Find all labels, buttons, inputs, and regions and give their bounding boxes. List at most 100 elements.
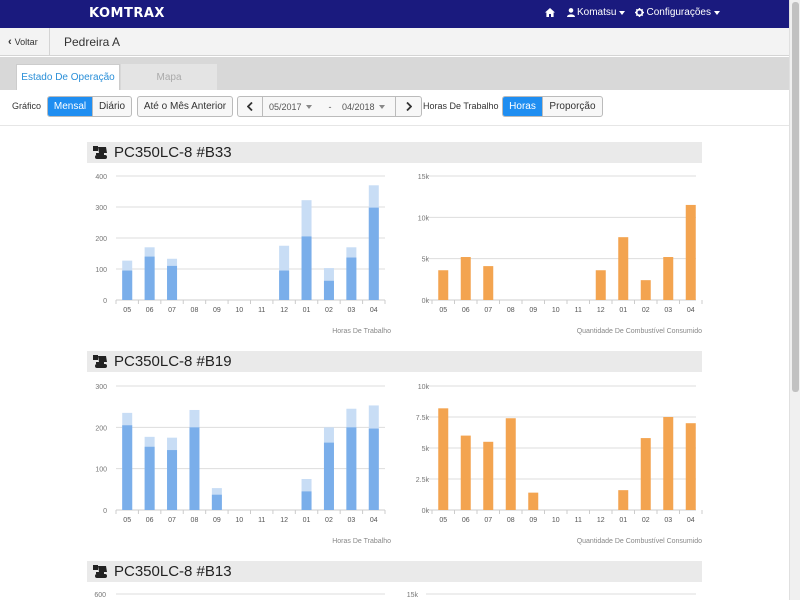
fuel-bar	[663, 417, 674, 510]
fuel-bar	[460, 435, 471, 510]
ate-mes-anterior-button[interactable]: Até o Mês Anterior	[137, 96, 233, 117]
y-tick-label: 600	[94, 592, 106, 599]
horas-button[interactable]: Horas	[503, 97, 543, 116]
y-tick-label: 0k	[422, 298, 430, 305]
x-tick-label: 05	[439, 517, 447, 524]
tab-estado-de-operacao[interactable]: Estado De Operação	[16, 64, 120, 90]
settings-menu[interactable]: Configurações	[635, 7, 720, 18]
hours-bar-operating	[346, 427, 357, 510]
next-month-button[interactable]	[396, 97, 421, 116]
y-tick-label: 400	[95, 174, 107, 181]
fuel-chart-b33: 0k 5k 10k 15k 05 06 07 08 09 10 11 12 01 02 03 04 Quanti…	[418, 174, 703, 335]
hours-bar-operating	[323, 280, 334, 300]
excavator-icon	[93, 355, 107, 368]
y-tick-label: 200	[95, 425, 107, 432]
y-tick-label: 7.5k	[416, 415, 430, 422]
date-from-value: 05/2017	[269, 101, 302, 112]
x-tick-label: 10	[235, 307, 243, 314]
x-axis-label: Horas De Trabalho	[332, 328, 391, 335]
x-tick-label: 09	[213, 517, 221, 524]
chevron-left-icon: ‹	[8, 35, 12, 48]
fuel-bar	[483, 266, 494, 300]
x-axis-label: Quantidade De Combustível Consumido	[577, 538, 702, 545]
hours-chart-b19: 0 100 200 300 05 06 07 08 09 10 11 12 01 02 03 04 Horas …	[95, 384, 391, 545]
komtrax-logo[interactable]: KOMTRAX	[89, 6, 165, 21]
x-tick-label: 05	[123, 307, 131, 314]
x-tick-label: 08	[507, 517, 515, 524]
y-tick-label: 0	[103, 298, 107, 305]
x-tick-label: 01	[619, 307, 627, 314]
chevron-right-icon	[405, 102, 412, 111]
hours-bar-operating	[189, 427, 200, 510]
x-tick-label: 07	[484, 517, 492, 524]
x-tick-label: 11	[575, 307, 582, 314]
machine-title: PC350LC-8 #B13	[114, 563, 232, 580]
hours-bar-operating	[301, 236, 312, 300]
x-tick-label: 10	[552, 307, 560, 314]
x-tick-label: 06	[146, 307, 154, 314]
fuel-bar	[528, 492, 539, 510]
x-tick-label: 02	[642, 307, 650, 314]
fuel-bar	[618, 237, 629, 300]
diario-button[interactable]: Diário	[98, 101, 126, 112]
x-tick-label: 11	[575, 517, 582, 524]
y-tick-label: 10k	[418, 384, 430, 391]
proporcao-button[interactable]: Proporção	[549, 101, 596, 112]
fuel-chart-b13: 15k	[407, 592, 696, 599]
top-navbar: KOMTRAX Komatsu Configurações	[0, 0, 789, 28]
x-tick-label: 06	[462, 307, 470, 314]
machine-title: PC350LC-8 #B33	[114, 144, 232, 161]
fuel-bar	[618, 490, 629, 510]
tab-bar: Estado De Operação Mapa	[0, 57, 789, 90]
back-button[interactable]: ‹ Voltar	[0, 28, 50, 55]
mensal-button[interactable]: Mensal	[48, 97, 93, 116]
x-tick-label: 01	[303, 517, 311, 524]
machine-header: PC350LC-8 #B19	[87, 351, 702, 372]
x-tick-label: 06	[146, 517, 154, 524]
user-label: Komatsu	[577, 7, 617, 18]
x-tick-label: 07	[168, 307, 176, 314]
fuel-bar	[438, 408, 449, 510]
y-tick-label: 200	[95, 236, 107, 243]
x-tick-label: 05	[123, 517, 131, 524]
x-tick-label: 08	[507, 307, 515, 314]
x-tick-label: 12	[280, 307, 288, 314]
x-tick-label: 03	[347, 517, 355, 524]
x-tick-label: 03	[664, 517, 672, 524]
tab-mapa[interactable]: Mapa	[121, 64, 217, 90]
y-tick-label: 15k	[418, 174, 430, 181]
x-tick-label: 01	[303, 307, 311, 314]
x-tick-label: 07	[168, 517, 176, 524]
hours-bar-operating	[144, 446, 155, 510]
scrollbar-thumb[interactable]	[792, 2, 799, 392]
fuel-bar	[640, 438, 651, 510]
fuel-chart-b19: 0k 2.5k 5k 7.5k 10k 05 06 07 08 09 10 11 12 01 02 03 04 Q…	[416, 384, 703, 545]
settings-label: Configurações	[646, 7, 711, 18]
date-from-select[interactable]: 05/2017	[263, 97, 324, 116]
x-tick-label: 07	[484, 307, 492, 314]
horas-de-trabalho-label: Horas De Trabalho	[423, 101, 499, 111]
hours-bar-operating	[167, 265, 178, 300]
prev-month-button[interactable]	[238, 97, 263, 116]
machine-header: PC350LC-8 #B33	[87, 142, 702, 163]
fuel-bar	[640, 280, 651, 300]
chevron-down-icon	[619, 10, 626, 15]
x-tick-label: 06	[462, 517, 470, 524]
user-icon	[567, 8, 575, 17]
x-tick-label: 09	[529, 517, 537, 524]
home-icon[interactable]	[545, 8, 557, 17]
hours-bar-operating	[346, 257, 357, 300]
fuel-bar	[685, 204, 696, 300]
user-menu[interactable]: Komatsu	[567, 7, 626, 18]
chevron-down-icon	[378, 104, 385, 109]
x-tick-label: 09	[529, 307, 537, 314]
page-title: Pedreira A	[64, 35, 121, 49]
y-tick-label: 300	[95, 384, 107, 391]
hours-bar-operating	[301, 491, 312, 510]
date-to-select[interactable]: 04/2018	[336, 97, 396, 116]
hours-bar-operating	[368, 207, 379, 300]
vertical-scrollbar[interactable]	[789, 0, 800, 600]
x-tick-label: 03	[664, 307, 672, 314]
excavator-icon	[93, 146, 107, 159]
x-axis-label: Horas De Trabalho	[332, 538, 391, 545]
